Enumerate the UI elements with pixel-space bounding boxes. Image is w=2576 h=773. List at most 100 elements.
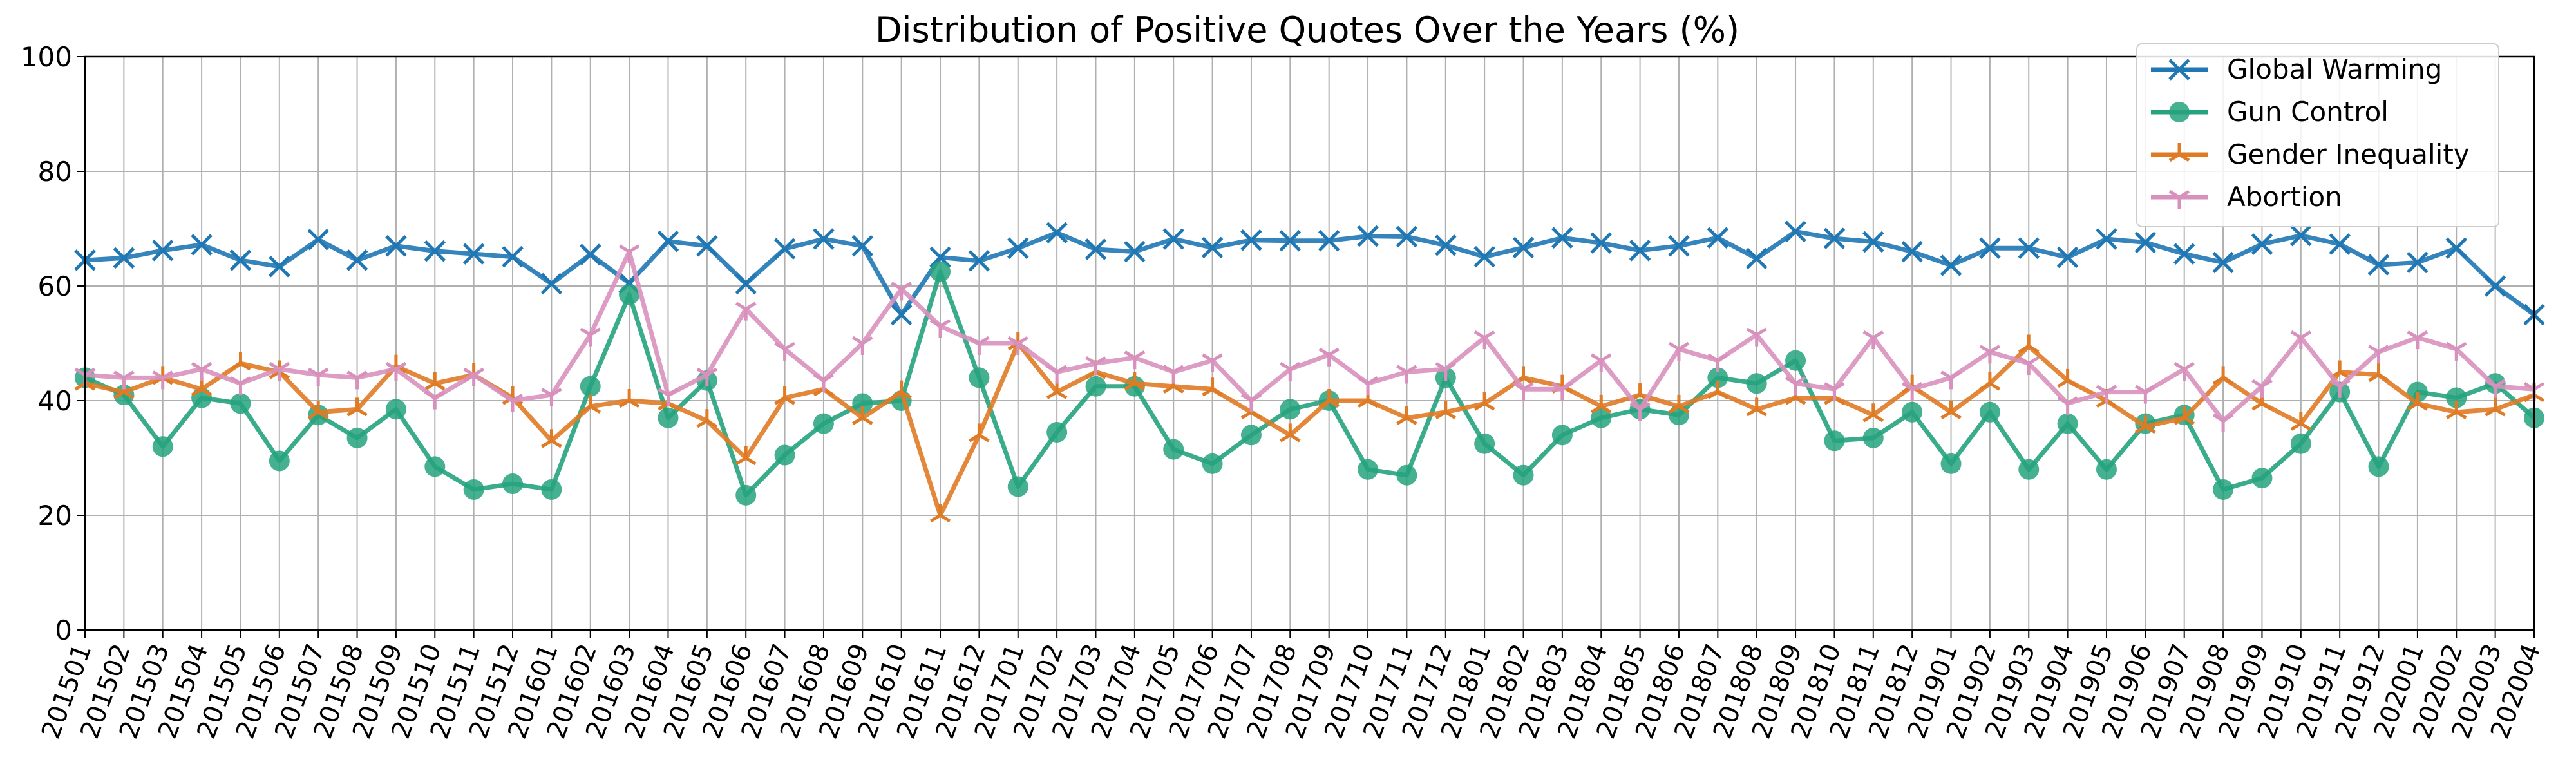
tri-marker-stroke: [424, 382, 436, 391]
data-point-abortion: [1707, 353, 1728, 372]
tri-down-marker-stroke: [1357, 376, 1369, 385]
circle-marker-dot: [2251, 468, 2273, 489]
tri-down-marker-stroke: [1007, 336, 1019, 345]
x-marker-stroke: [1862, 231, 1884, 253]
data-point-gun-control: [735, 484, 757, 506]
x-marker-stroke: [1979, 237, 2001, 260]
tri-marker-stroke: [1046, 390, 1058, 399]
data-point-global-warming: [1979, 237, 2001, 260]
data-point-gun-control: [1007, 476, 1028, 497]
x-marker-stroke: [1007, 237, 1029, 260]
tri-down-marker-stroke: [123, 370, 135, 379]
tri-down-marker-stroke: [2183, 361, 2195, 371]
data-point-gun-control: [1979, 401, 2000, 423]
circle-marker-dot: [2446, 387, 2467, 408]
circle-marker-dot: [1474, 433, 1495, 454]
tri-down-marker-stroke: [2523, 382, 2535, 391]
tri-down-marker-stroke: [822, 373, 835, 382]
tri-down-marker-stroke: [1707, 353, 1719, 362]
circle-marker-dot: [385, 399, 406, 420]
tri-down-marker-stroke: [1717, 353, 1728, 362]
series-line-global-warming: [84, 229, 2536, 317]
tri-down-marker-stroke: [1551, 382, 1564, 391]
tri-marker-stroke: [2168, 153, 2181, 162]
tri-marker-stroke: [969, 434, 980, 443]
tri-marker-stroke: [1979, 382, 1991, 391]
tri-down-marker-stroke: [1989, 345, 2001, 354]
data-point-abortion: [1318, 347, 1340, 367]
data-point-gender-inequality: [2174, 406, 2195, 425]
circle-marker-dot: [1824, 430, 1845, 452]
x-marker-stroke: [2290, 224, 2312, 247]
x-marker-stroke: [773, 238, 796, 260]
tri-down-marker-stroke: [2222, 414, 2234, 423]
circle-marker-dot: [1940, 453, 1962, 474]
x-marker-stroke: [424, 240, 446, 262]
tri-down-marker-stroke: [511, 393, 524, 403]
data-point-gender-inequality: [346, 397, 368, 417]
data-point-gun-control: [619, 284, 640, 305]
tri-down-marker-stroke: [113, 370, 125, 379]
data-point-global-warming: [1862, 231, 1884, 253]
data-point-gun-control: [1280, 399, 1301, 420]
data-point-abortion: [618, 244, 640, 263]
tri-marker-stroke: [1600, 405, 1612, 414]
tri-down-marker-stroke: [1785, 376, 1797, 385]
data-point-gender-inequality: [1707, 380, 1728, 399]
x-marker-stroke: [851, 234, 874, 257]
tri-down-marker-stroke: [1600, 353, 1612, 362]
x-marker-stroke: [2096, 228, 2117, 250]
tri-down-marker-stroke: [1250, 393, 1262, 403]
tri-down-marker-stroke: [900, 282, 912, 291]
tri-marker-stroke: [433, 382, 446, 391]
x-marker-stroke: [696, 234, 718, 257]
circle-marker-dot: [1396, 464, 1417, 486]
circle-marker-dot: [2290, 433, 2311, 454]
data-point-gun-control: [2018, 459, 2040, 480]
tri-marker-stroke: [1280, 434, 1291, 443]
data-point-gender-inequality: [2018, 334, 2040, 354]
data-point-abortion: [2018, 356, 2040, 376]
data-point-gender-inequality: [1396, 406, 1417, 425]
tri-down-marker-stroke: [2168, 189, 2181, 199]
circle-marker-dot: [1280, 399, 1301, 420]
circle-marker-dot: [1862, 427, 1884, 448]
data-point-gun-control: [424, 456, 446, 477]
tri-down-marker-stroke: [891, 282, 902, 291]
data-point-gun-control: [1591, 407, 1612, 428]
data-point-global-warming: [1512, 236, 1535, 259]
tri-marker-stroke: [784, 396, 795, 405]
circle-marker-dot: [2368, 456, 2389, 477]
tri-down-marker-stroke: [2533, 382, 2545, 391]
tri-marker-stroke: [191, 388, 203, 397]
data-point-global-warming: [696, 234, 718, 257]
circle-marker-dot: [2213, 479, 2234, 500]
tri-down-marker-stroke: [1824, 382, 1835, 391]
legend-box: [2136, 43, 2499, 227]
x-marker-stroke: [813, 228, 835, 250]
tri-marker-stroke: [1590, 405, 1602, 414]
data-point-global-warming: [968, 250, 990, 272]
data-point-abortion: [2445, 341, 2467, 361]
tri-down-marker-stroke: [200, 361, 213, 371]
data-point-global-warming: [151, 240, 174, 262]
circle-marker-dot: [2018, 459, 2040, 480]
tri-down-marker-stroke: [628, 244, 640, 253]
tri-down-marker-stroke: [2135, 385, 2146, 394]
data-point-abortion: [191, 361, 213, 381]
tri-down-marker-stroke: [473, 367, 484, 377]
data-point-abortion: [2174, 361, 2195, 381]
tri-marker-stroke: [735, 456, 747, 466]
tri-down-marker-stroke: [2067, 396, 2078, 405]
tri-marker-stroke: [2018, 345, 2030, 354]
data-point-abortion: [1590, 353, 1612, 372]
data-point-gender-inequality: [307, 400, 329, 419]
data-point-global-warming: [1590, 232, 1613, 254]
x-marker-stroke: [1162, 228, 1184, 250]
data-point-gun-control: [2057, 413, 2078, 434]
x-marker-stroke: [1940, 254, 1962, 276]
circle-marker-dot: [1240, 425, 1262, 446]
tri-down-marker-stroke: [74, 367, 86, 377]
data-point-abortion: [2485, 379, 2506, 398]
y-tick-label: 100: [21, 41, 72, 73]
